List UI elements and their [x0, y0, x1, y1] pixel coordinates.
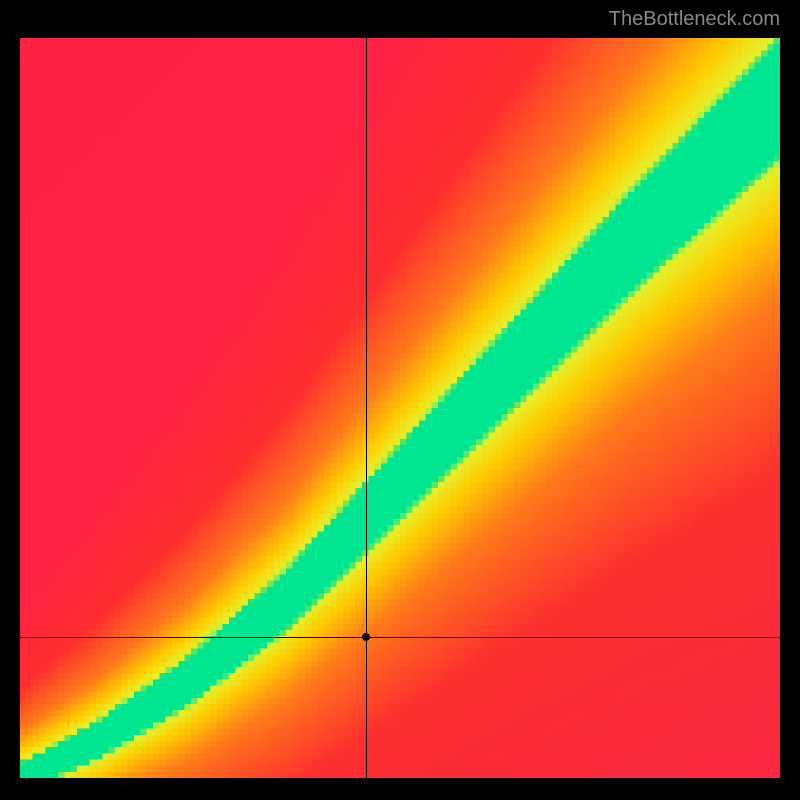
watermark-text: TheBottleneck.com [609, 8, 780, 31]
crosshair-marker [362, 633, 370, 641]
crosshair-horizontal [20, 637, 780, 638]
crosshair-vertical [366, 38, 367, 778]
heatmap-canvas [20, 38, 780, 778]
plot-area [20, 38, 780, 778]
page-container: TheBottleneck.com [0, 0, 800, 800]
